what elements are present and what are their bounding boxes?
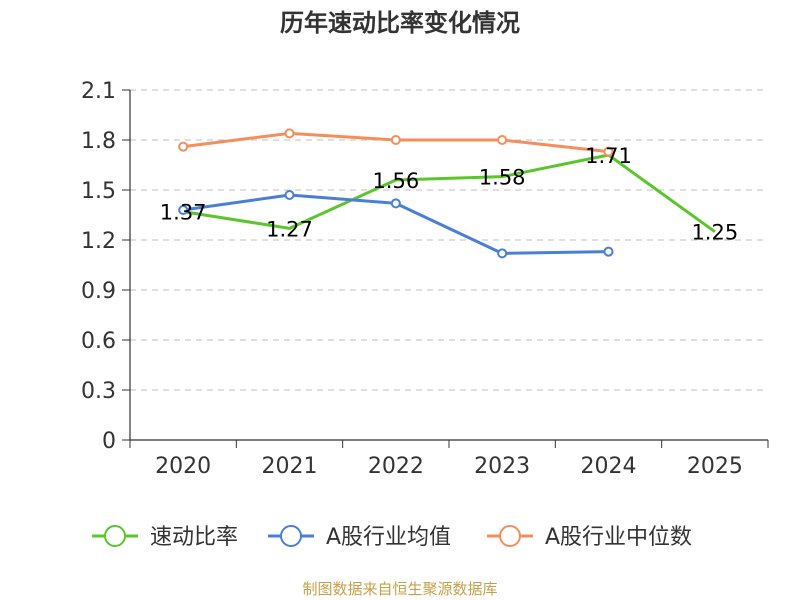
data-point [178, 141, 189, 152]
data-point [603, 246, 614, 257]
x-tick-label: 2024 [581, 454, 637, 479]
y-tick-label: 0.3 [81, 379, 116, 404]
y-tick-label: 1.8 [81, 129, 116, 154]
legend: 速动比率 A股行业均值 A股行业中位数 [92, 525, 692, 550]
legend-swatch-marker [499, 525, 521, 547]
series-lines [178, 128, 716, 259]
data-point [603, 146, 614, 157]
data-point [284, 190, 295, 200]
y-tick-label: 1.5 [81, 179, 116, 204]
legend-swatch-marker [280, 525, 302, 547]
data-point [390, 198, 401, 209]
data-label: 1.27 [266, 217, 313, 241]
chart-title: 历年速动比率变化情况 [280, 9, 520, 37]
source-note: 制图数据来自恒生聚源数据库 [302, 580, 497, 598]
data-labels: 1.37 1.27 1.56 1.58 1.71 1.25 [160, 144, 738, 245]
data-label: 1.37 [160, 201, 207, 225]
y-tick-label: 0.9 [81, 279, 116, 304]
legend-label: 速动比率 [150, 525, 238, 550]
data-point [390, 135, 401, 145]
legend-label: A股行业均值 [326, 525, 451, 550]
data-point [497, 135, 508, 145]
data-point [284, 128, 295, 139]
grid-lines [130, 89, 768, 391]
y-tick-label: 0.6 [81, 329, 116, 354]
series-line-0 [182, 153, 716, 233]
x-tick-label: 2021 [262, 454, 318, 479]
x-tick-label: 2023 [474, 454, 530, 479]
x-tick-label: 2025 [687, 454, 743, 479]
data-label: 1.56 [372, 169, 419, 193]
legend-swatch-marker [104, 525, 126, 547]
data-point [178, 205, 189, 215]
axes: 0 0.3 0.6 0.9 1.2 1.5 1.8 2.1 2020 2021 2022 2023 20… [81, 79, 769, 479]
data-label: 1.71 [585, 144, 632, 168]
y-tick-label: 1.2 [81, 229, 116, 254]
y-tick-label: 0 [102, 429, 116, 454]
y-tick-label: 2.1 [81, 79, 116, 104]
data-label: 1.25 [691, 221, 738, 245]
data-label: 1.58 [479, 166, 526, 190]
x-tick-label: 2020 [155, 454, 211, 479]
legend-label: A股行业中位数 [545, 525, 692, 550]
data-point [497, 248, 508, 259]
x-tick-label: 2022 [368, 454, 424, 479]
